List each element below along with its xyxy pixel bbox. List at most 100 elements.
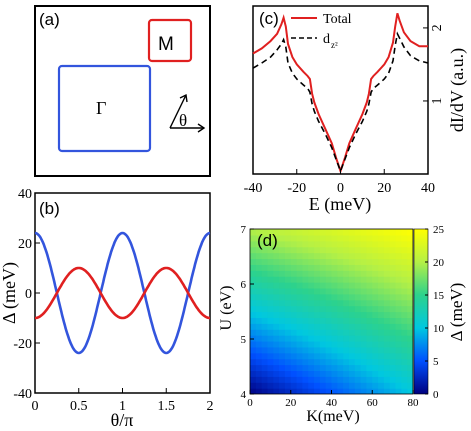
heat-cell [366, 264, 373, 271]
heat-cell [296, 329, 303, 336]
heat-cell [279, 252, 286, 260]
heat-cell [331, 270, 338, 277]
heat-cell [372, 240, 379, 248]
b-ytick-label: 40 [18, 187, 32, 202]
d-xtick-label: 0 [247, 397, 253, 409]
heat-cell [360, 229, 368, 236]
heat-cell [325, 282, 333, 289]
heat-cell [314, 311, 321, 318]
heat-cell [273, 329, 280, 336]
heat-cell [319, 364, 327, 372]
heat-cell [337, 246, 344, 254]
heat-cell [290, 258, 298, 265]
heat-cell [343, 335, 350, 342]
heat-cell [267, 323, 274, 330]
heat-cell [360, 276, 368, 283]
heat-cell [343, 388, 350, 394]
heat-cell [360, 282, 368, 289]
heat-cell [255, 276, 263, 283]
heat-cell [314, 323, 321, 330]
heat-cell [314, 376, 321, 383]
heat-cell [325, 388, 333, 394]
heat-cell [360, 335, 368, 342]
heat-cell [314, 317, 321, 324]
heat-cell [343, 323, 350, 330]
heat-cell [319, 246, 327, 254]
legend-dz2-label: d [323, 32, 330, 47]
heat-cell [366, 364, 373, 372]
heat-cell [314, 299, 321, 307]
heat-cell [308, 264, 315, 271]
cbar-tick-label: 15 [433, 290, 445, 302]
heat-cell [279, 376, 286, 383]
heat-cell [267, 346, 274, 354]
heat-cell [267, 264, 274, 271]
heat-cell [267, 370, 274, 377]
heat-cell [343, 293, 350, 301]
panel-b-ylabel: Δ (meV) [0, 262, 20, 324]
heat-cell [383, 287, 391, 295]
heat-cell [261, 305, 269, 313]
cbar-tick-label: 25 [433, 224, 445, 236]
heat-cell [383, 346, 391, 354]
heat-cell [296, 376, 303, 383]
heat-cell [319, 258, 327, 265]
heat-cell [343, 305, 350, 313]
heat-cell [389, 358, 397, 366]
heat-cell [284, 282, 292, 289]
heat-cell [331, 252, 338, 260]
heat-cell [401, 229, 408, 236]
heat-cell [348, 270, 356, 277]
heat-cell [401, 358, 408, 366]
heat-cell [267, 252, 274, 260]
heat-cell [284, 335, 292, 342]
heat-cell [401, 240, 408, 248]
heat-cell [302, 270, 309, 277]
heat-cell [284, 340, 292, 348]
heat-cell [366, 388, 373, 394]
c-ytick-label: 1 [430, 97, 445, 104]
heat-cell [372, 258, 379, 265]
heat-cell [401, 340, 408, 348]
heat-cell [366, 346, 373, 354]
heat-cell [395, 305, 402, 313]
heat-cell [302, 317, 309, 324]
heat-cell [348, 234, 356, 242]
heat-cell [296, 370, 303, 377]
heat-cell [279, 270, 286, 277]
heat-cell [308, 282, 315, 289]
heat-cell [296, 276, 303, 283]
heat-cell [267, 246, 274, 254]
heat-cell [325, 382, 333, 389]
heat-cell [366, 317, 373, 324]
heat-cell [273, 234, 280, 242]
heat-cell [290, 370, 298, 377]
heat-cell [314, 282, 321, 289]
heat-cell [372, 264, 379, 271]
heat-cell [302, 305, 309, 313]
heat-cell [296, 305, 303, 313]
heat-cell [290, 346, 298, 354]
heat-cell [255, 311, 263, 318]
heat-cell [319, 311, 327, 318]
b-ytick-label: 20 [18, 237, 32, 252]
heat-cell [284, 329, 292, 336]
heat-cell [279, 382, 286, 389]
heat-cell [401, 323, 408, 330]
heat-cell [372, 282, 379, 289]
heat-cell [279, 229, 286, 236]
heat-cell [314, 340, 321, 348]
heat-cell [401, 335, 408, 342]
c-xtick-label: -20 [287, 181, 306, 196]
heat-cell [401, 352, 408, 360]
heat-cell [250, 358, 257, 366]
heat-cell [279, 246, 286, 254]
heat-cell [378, 287, 385, 295]
heat-cell [360, 264, 368, 271]
heat-cell [284, 264, 292, 271]
heat-cell [395, 358, 402, 366]
m-label: M [158, 34, 174, 55]
heat-cell [302, 335, 309, 342]
heat-cell [343, 264, 350, 271]
heat-cell [360, 364, 368, 372]
